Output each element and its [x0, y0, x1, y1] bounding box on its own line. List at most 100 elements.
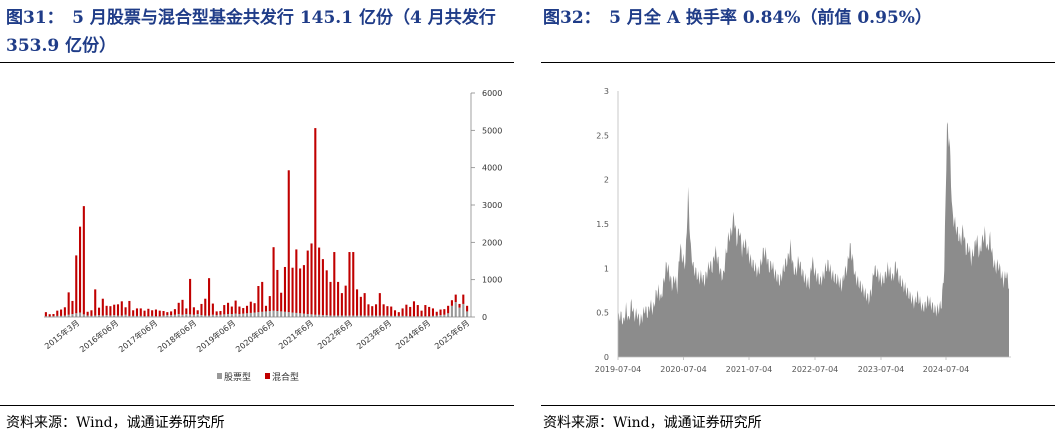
- bar-mixed: [147, 308, 150, 317]
- bar-mixed: [329, 281, 332, 316]
- bar-mixed: [462, 294, 465, 304]
- bar-stock: [71, 314, 74, 317]
- bar-stock: [101, 315, 104, 317]
- bar-stock: [435, 315, 438, 317]
- bar-stock: [443, 314, 446, 317]
- bar-mixed: [424, 305, 427, 317]
- bar-stock: [299, 313, 302, 317]
- y-tick-label: 5000: [482, 126, 502, 135]
- bar-stock: [295, 312, 298, 317]
- legend-swatch-mixed: [265, 373, 270, 379]
- bar-mixed: [447, 305, 450, 314]
- bar-mixed: [71, 300, 74, 315]
- bar-stock: [344, 315, 347, 317]
- bar-mixed: [124, 307, 127, 315]
- bar-mixed: [348, 252, 351, 316]
- y-tick-label: 2000: [482, 238, 502, 247]
- bar-mixed: [211, 303, 214, 315]
- bar-mixed: [352, 252, 355, 316]
- left-figure-title: 图31： 5 月股票与混合型基金共发行 145.1 亿份（4 月共发行 353.…: [6, 8, 496, 56]
- bar-stock: [374, 315, 378, 317]
- legend-label-mixed: 混合型: [272, 371, 299, 383]
- bar-stock: [124, 314, 127, 317]
- bar-stock: [97, 315, 101, 317]
- bar-mixed: [420, 310, 423, 317]
- bar-stock: [113, 315, 116, 317]
- bar-mixed: [272, 247, 275, 311]
- bar-mixed: [223, 305, 226, 315]
- bar-stock: [253, 312, 256, 317]
- bar-mixed: [116, 304, 120, 316]
- bar-mixed: [390, 306, 393, 316]
- bar-stock: [120, 315, 123, 317]
- y-tick-label: 2: [604, 176, 609, 185]
- bar-mixed: [325, 270, 328, 316]
- bar-stock: [439, 315, 442, 317]
- bar-mixed: [238, 306, 241, 315]
- bar-mixed: [139, 308, 142, 316]
- bar-mixed: [227, 302, 230, 315]
- x-tick-label: 2025年6月: [432, 318, 471, 351]
- bar-mixed: [128, 300, 131, 316]
- bar-stock: [116, 315, 120, 317]
- bar-stock: [63, 315, 66, 317]
- bar-stock: [208, 315, 211, 317]
- bar-mixed: [386, 306, 389, 316]
- bar-mixed: [82, 206, 85, 315]
- legend-swatch-stock: [217, 373, 222, 379]
- x-tick-label: 2024年6月: [393, 318, 432, 351]
- bar-stock: [90, 315, 93, 317]
- x-tick-label: 2024-07-04: [923, 365, 970, 374]
- bar-mixed: [143, 310, 146, 317]
- bar-stock: [363, 315, 366, 317]
- bar-mixed: [196, 310, 199, 315]
- bar-mixed: [113, 304, 116, 316]
- y-tick-label: 0: [604, 353, 609, 362]
- bar-stock: [382, 315, 385, 317]
- x-tick-label: 2021-07-04: [726, 365, 773, 374]
- bar-mixed: [120, 301, 123, 316]
- x-tick-label: 2020-07-04: [660, 365, 707, 374]
- bar-stock: [200, 315, 203, 317]
- bar-mixed: [302, 265, 305, 314]
- bar-stock: [204, 315, 207, 317]
- bar-mixed: [132, 310, 135, 316]
- bar-mixed: [75, 255, 78, 314]
- y-tick-label: 0.5: [596, 309, 609, 318]
- bar-stock: [242, 313, 245, 317]
- right-source-rule: [541, 405, 1055, 406]
- bar-mixed: [86, 311, 89, 316]
- bar-mixed: [185, 308, 188, 315]
- bar-mixed: [382, 304, 385, 316]
- x-tick-label: 2023-07-04: [858, 365, 905, 374]
- turnover-area-chart: 0 0.5 1 1.5 2 2.5 3 2019-07-04 2020-07-04 2021-07…: [595, 87, 1011, 374]
- bar-stock: [462, 303, 465, 317]
- bar-mixed: [94, 289, 97, 316]
- bar-mixed: [299, 268, 302, 314]
- left-title-rule: [0, 62, 514, 63]
- bar-mixed: [261, 281, 264, 312]
- bar-stock: [371, 315, 374, 317]
- bar-stock: [128, 315, 131, 317]
- bar-stock: [238, 314, 241, 317]
- bar-stock: [94, 315, 97, 317]
- bar-mixed: [158, 310, 161, 317]
- bar-stock: [82, 314, 85, 317]
- bar-mixed: [287, 170, 290, 313]
- bar-stock: [185, 314, 188, 317]
- bar-stock: [173, 314, 176, 317]
- bar-mixed: [154, 309, 157, 317]
- bar-stock: [181, 314, 184, 317]
- bar-mixed: [97, 307, 101, 316]
- bar-stock: [234, 313, 237, 317]
- bar-stock: [302, 313, 305, 317]
- bar-stock: [151, 315, 154, 317]
- bar-stock: [359, 315, 362, 317]
- bar-mixed: [181, 299, 184, 315]
- bar-stock: [306, 314, 309, 317]
- bar-mixed: [454, 294, 457, 303]
- bar-stock: [393, 315, 397, 317]
- bar-stock: [257, 312, 260, 317]
- bar-stock: [276, 311, 279, 317]
- bar-mixed: [44, 312, 47, 317]
